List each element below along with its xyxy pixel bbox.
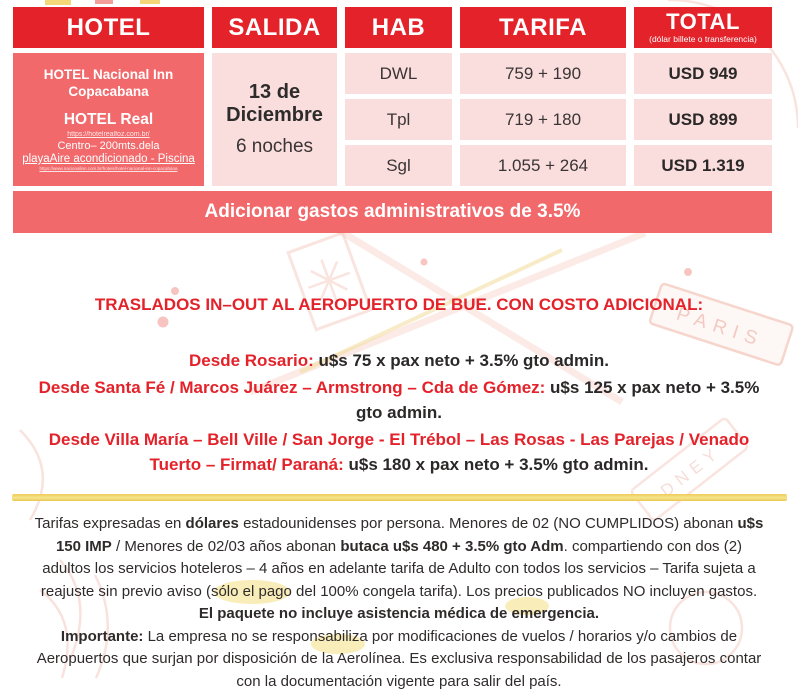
table-row-total: USD 949 <box>634 53 772 94</box>
column-header-total-label: TOTAL <box>666 11 740 33</box>
column-header-salida-label: SALIDA <box>228 16 320 40</box>
divider-line <box>12 494 787 501</box>
nights-count: 6 noches <box>236 136 313 158</box>
important-paragraph: Importante: La empresa no se responsabil… <box>34 626 764 693</box>
column-header-total-subtitle: (dólar billete o transferencia) <box>649 35 757 44</box>
transfers-list: Desde Rosario: u$s 75 x pax neto + 3.5% … <box>30 348 768 479</box>
transfer-line-rosario: Desde Rosario: u$s 75 x pax neto + 3.5% … <box>30 348 768 373</box>
table-row-tarifa: 759 + 190 <box>460 53 626 94</box>
column-header-hotel: HOTEL <box>13 7 204 48</box>
column-header-hotel-label: HOTEL <box>67 16 151 40</box>
admin-fees-banner: Adicionar gastos administrativos de 3.5% <box>13 191 772 233</box>
column-header-total: TOTAL (dólar billete o transferencia) <box>634 7 772 48</box>
column-header-tarifa-label: TARIFA <box>499 16 587 40</box>
hotel-name: HOTEL Nacional Inn Copacabana <box>26 67 191 101</box>
hotel-url-link[interactable]: https://hotelrealfoz.com.br/ <box>67 131 149 138</box>
hotel-amenities-text: playaAire acondicionado - Piscina <box>22 153 195 165</box>
column-header-hab-label: HAB <box>372 16 426 40</box>
table-row-hab: Tpl <box>345 99 452 140</box>
transfer-line-villamaria: Desde Villa María – Bell Ville / San Jor… <box>30 427 768 477</box>
hotel-cell: HOTEL Nacional Inn Copacabana HOTEL Real… <box>13 53 204 186</box>
table-row-hab: DWL <box>345 53 452 94</box>
salida-cell: 13 de Diciembre 6 noches <box>212 53 337 186</box>
terms-paragraph: Tarifas expresadas en dólares estadounid… <box>34 513 764 626</box>
price-table: HOTEL SALIDA HAB TARIFA TOTAL (dólar bil… <box>13 7 772 186</box>
column-header-tarifa: TARIFA <box>460 7 626 48</box>
terms-and-conditions: Tarifas expresadas en dólares estadounid… <box>34 513 764 693</box>
table-row-total: USD 899 <box>634 99 772 140</box>
hotel-name-secondary: HOTEL Real <box>64 111 153 129</box>
transfer-line-santafe: Desde Santa Fé / Marcos Juárez – Armstro… <box>30 375 768 425</box>
table-row-tarifa: 719 + 180 <box>460 99 626 140</box>
transfers-heading: TRASLADOS IN–OUT AL AEROPUERTO DE BUE. C… <box>0 295 798 315</box>
hotel-location-text: Centro– 200mts.dela <box>57 140 159 152</box>
departure-date: 13 de Diciembre <box>220 81 330 127</box>
table-row-tarifa: 1.055 + 264 <box>460 145 626 186</box>
table-row-total: USD 1.319 <box>634 145 772 186</box>
hotel-url-link-secondary[interactable]: https://www.nacionalinn.com.br/hoteis/ho… <box>39 166 177 172</box>
column-header-salida: SALIDA <box>212 7 337 48</box>
table-row-hab: Sgl <box>345 145 452 186</box>
column-header-hab: HAB <box>345 7 452 48</box>
